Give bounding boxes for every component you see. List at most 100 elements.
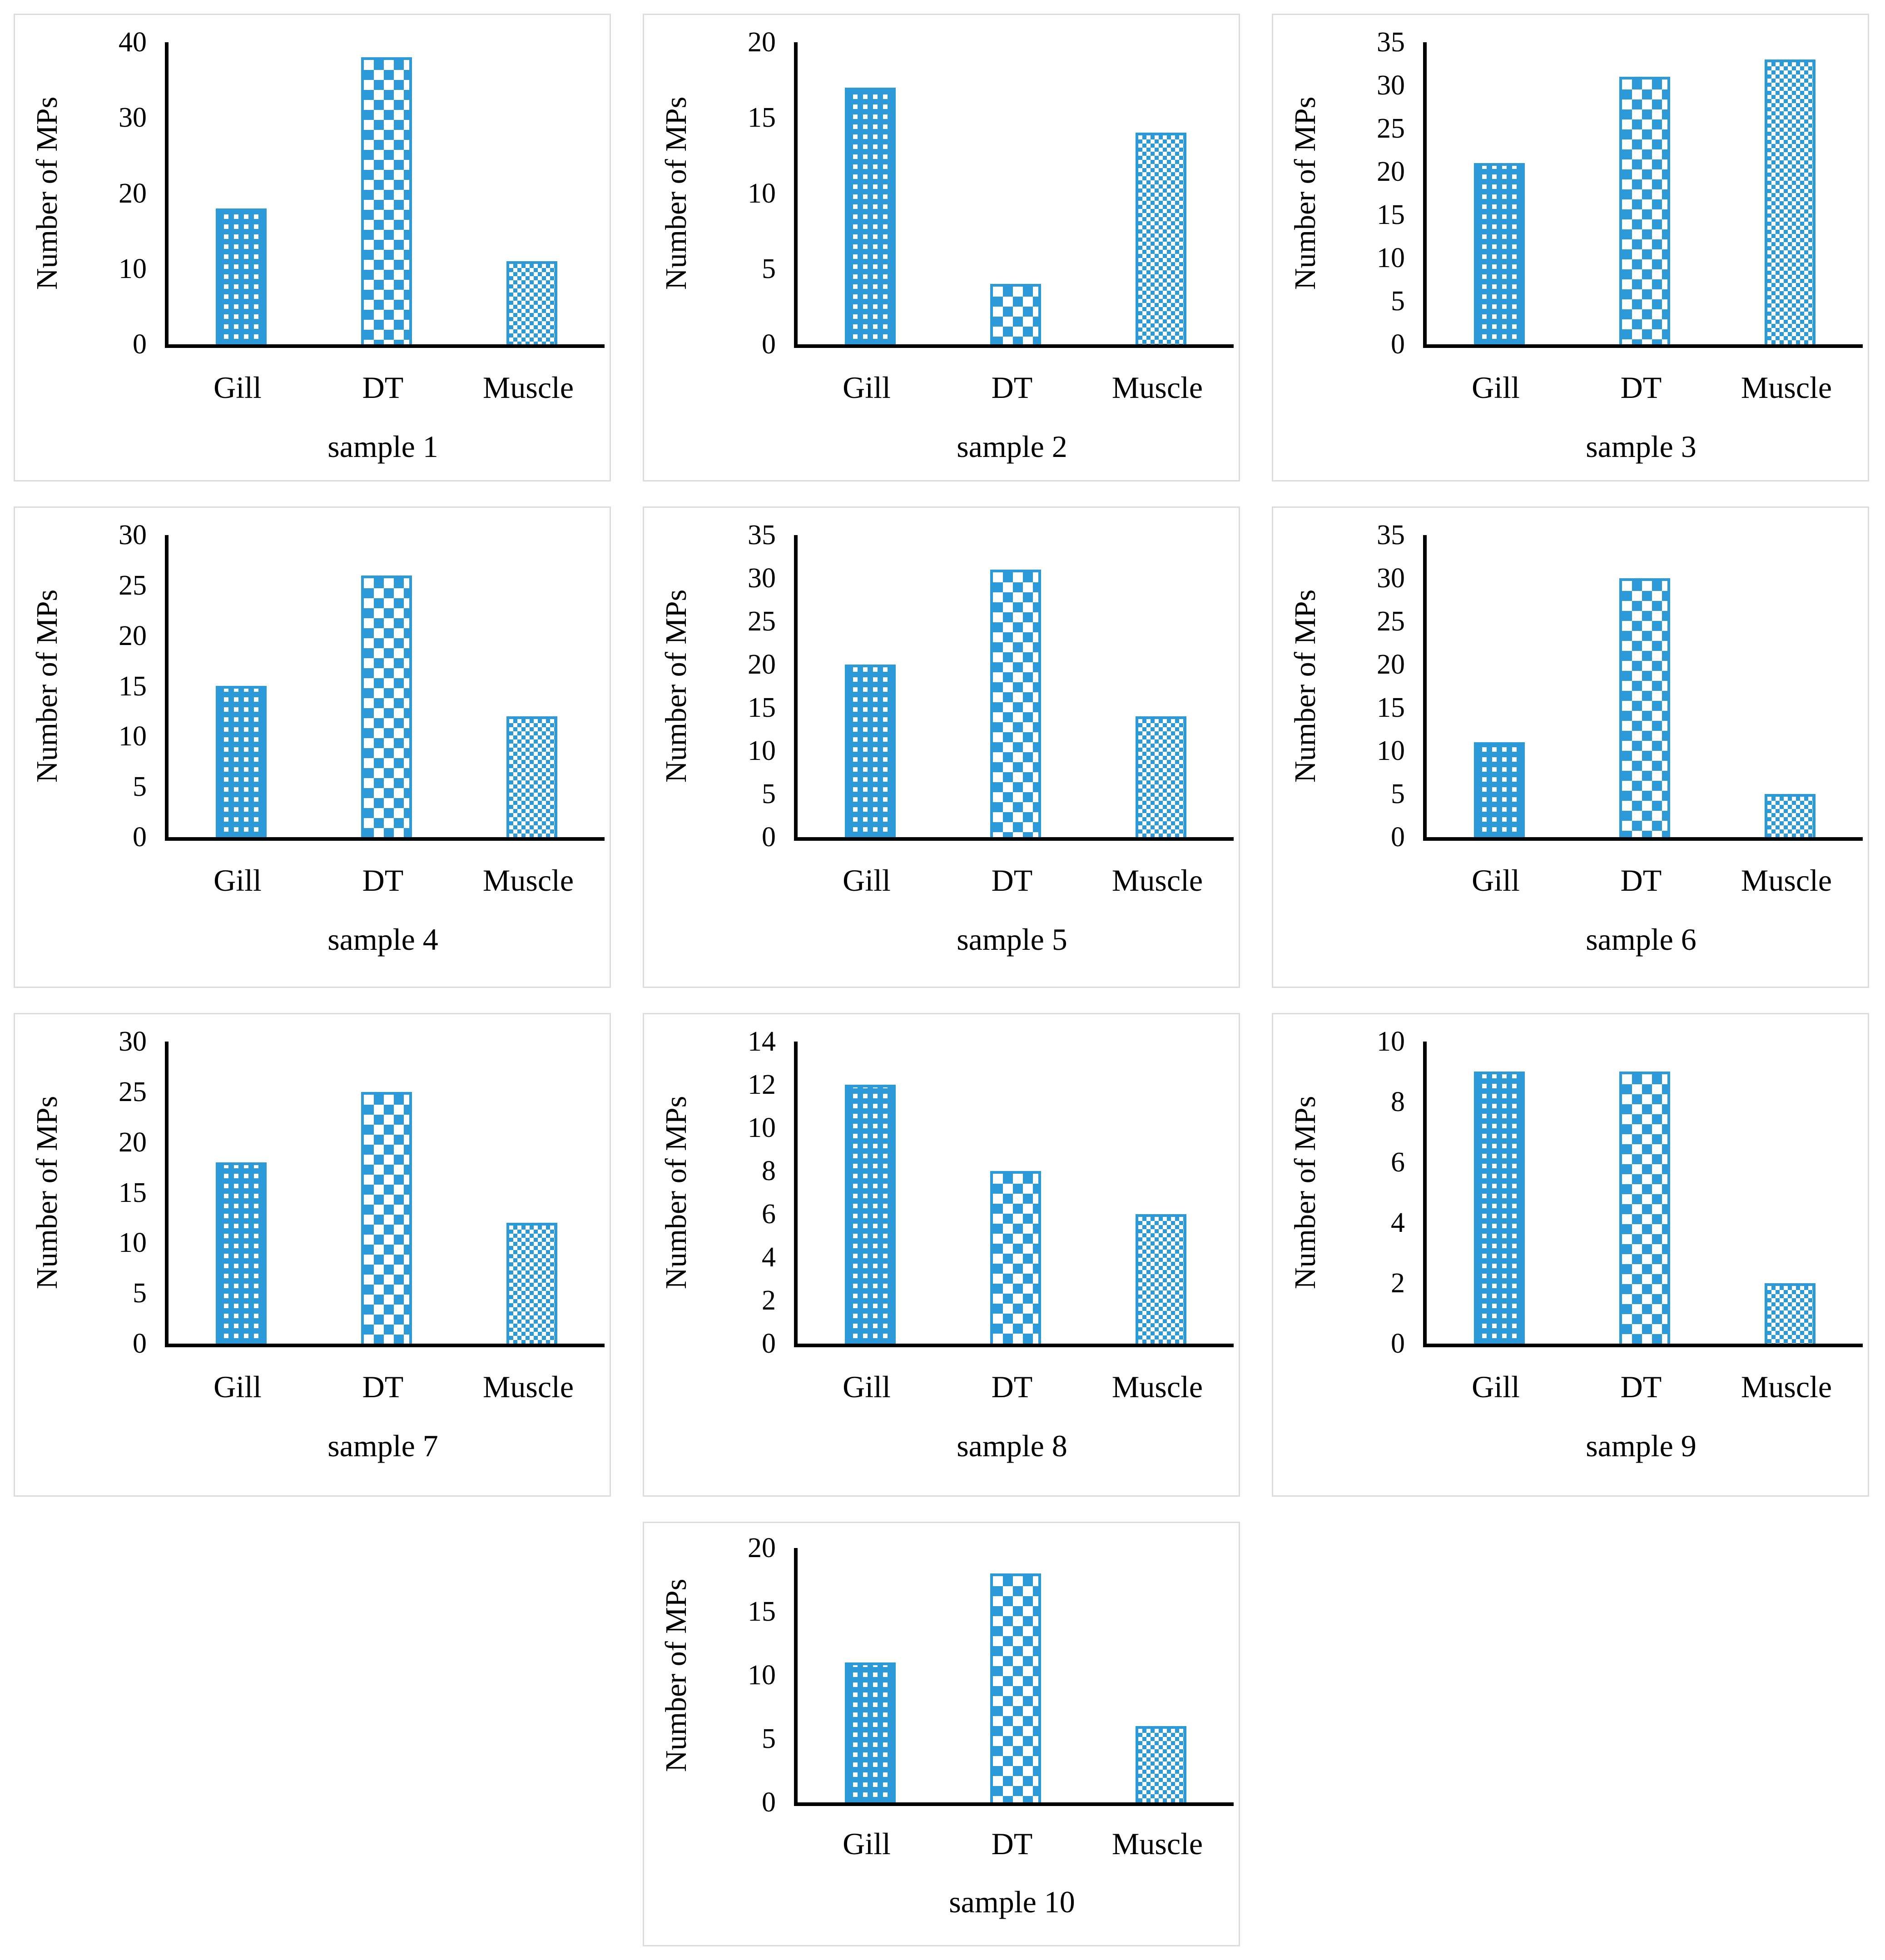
- y-tick-label: 10: [119, 721, 147, 752]
- chart-panel-sample-8: Number of MPs 0 2 4 6 8 10 12 14 Gill DT Muscle samp…: [643, 1013, 1240, 1497]
- plot-area: [794, 42, 1234, 348]
- y-tick-label: 20: [119, 1126, 147, 1158]
- bar-gill: [1474, 1072, 1525, 1344]
- plot-area: [794, 535, 1234, 841]
- y-tick-label: 10: [1377, 735, 1405, 766]
- x-category-label: Muscle: [1741, 1370, 1832, 1404]
- y-tick-label: 20: [748, 27, 776, 58]
- y-tick-label: 30: [748, 563, 776, 594]
- y-tick-label: 4: [762, 1242, 776, 1273]
- x-category-label: Gill: [1472, 370, 1520, 405]
- chart-panel-sample-7: Number of MPs 0 5 10 15 20 25 30 Gill DT Muscle sam…: [14, 1013, 611, 1497]
- x-axis-title: sample 5: [957, 922, 1067, 957]
- bar-dt: [990, 570, 1041, 837]
- y-tick-label: 15: [748, 692, 776, 723]
- y-tick-label: 0: [1391, 822, 1405, 853]
- y-axis-title: Number of MPs: [1289, 589, 1322, 783]
- y-tick-label: 30: [119, 102, 147, 134]
- y-tick-label: 5: [762, 253, 776, 284]
- x-axis-title: sample 1: [327, 429, 438, 464]
- x-category-label: Muscle: [1741, 370, 1832, 405]
- x-category-labels: Gill DT Muscle: [794, 865, 1230, 906]
- x-category-label: Muscle: [482, 370, 574, 405]
- plot-area: [165, 1042, 605, 1347]
- bar-gill: [1474, 742, 1525, 837]
- y-tick-label: 15: [1377, 199, 1405, 230]
- y-tick-label: 6: [762, 1199, 776, 1230]
- y-tick-label: 10: [119, 1227, 147, 1259]
- y-tick-label: 0: [133, 1328, 147, 1359]
- x-category-label: DT: [991, 863, 1033, 898]
- bar-muscle: [1136, 1726, 1186, 1802]
- x-category-labels: Gill DT Muscle: [165, 372, 601, 413]
- y-tick-label: 0: [133, 822, 147, 853]
- y-tick-label: 35: [1377, 520, 1405, 551]
- y-tick-label: 5: [133, 771, 147, 803]
- bar-gill: [845, 1662, 896, 1802]
- x-category-label: DT: [991, 370, 1033, 405]
- y-tick-label: 2: [762, 1285, 776, 1316]
- y-tick-label: 20: [1377, 156, 1405, 187]
- plot-area: [165, 42, 605, 348]
- x-category-label: Muscle: [1741, 863, 1832, 898]
- bar-dt: [990, 1573, 1041, 1802]
- y-tick-label: 0: [762, 1328, 776, 1359]
- y-tick-label: 0: [133, 329, 147, 360]
- bar-muscle: [1765, 1283, 1816, 1344]
- chart-panel-sample-5: Number of MPs 0 5 10 15 20 25 30 35 Gill DT Muscle s…: [643, 506, 1240, 988]
- x-category-label: Gill: [1472, 863, 1520, 898]
- bar-gill: [845, 665, 896, 837]
- y-axis-ticks: 0 5 10 15 20 25 30 35: [1323, 28, 1405, 358]
- y-axis-ticks: 0 5 10 15 20 25 30: [65, 521, 147, 851]
- y-tick-label: 10: [748, 735, 776, 766]
- y-tick-label: 15: [119, 1177, 147, 1208]
- y-tick-label: 8: [1391, 1087, 1405, 1117]
- bar-muscle: [1136, 133, 1186, 344]
- y-tick-label: 4: [1391, 1207, 1405, 1238]
- chart-panel-sample-6: Number of MPs 0 5 10 15 20 25 30 35 Gill DT Muscle s…: [1272, 506, 1869, 988]
- y-axis-ticks: 0 5 10 15 20: [694, 1534, 776, 1816]
- x-category-label: DT: [991, 1370, 1033, 1404]
- y-tick-label: 5: [762, 779, 776, 809]
- chart-panel-sample-2: Number of MPs 0 5 10 15 20 Gill DT Muscle sample …: [643, 14, 1240, 481]
- y-tick-label: 30: [1377, 563, 1405, 594]
- y-tick-label: 15: [748, 102, 776, 134]
- y-tick-label: 25: [119, 1076, 147, 1107]
- bar-dt: [1619, 77, 1670, 344]
- x-category-labels: Gill DT Muscle: [794, 372, 1230, 413]
- y-tick-label: 35: [1377, 27, 1405, 58]
- bar-muscle: [1765, 794, 1816, 837]
- y-tick-label: 5: [1391, 779, 1405, 809]
- y-tick-label: 15: [748, 1596, 776, 1627]
- x-category-label: DT: [1620, 863, 1662, 898]
- y-tick-label: 10: [748, 1660, 776, 1691]
- bar-gill: [845, 1085, 896, 1344]
- x-category-label: Muscle: [1111, 1370, 1203, 1404]
- y-tick-label: 20: [119, 178, 147, 209]
- bar-dt: [990, 284, 1041, 344]
- x-category-label: DT: [362, 370, 404, 405]
- plot-area: [1423, 42, 1863, 348]
- y-axis-ticks: 0 5 10 15 20 25 30 35: [694, 521, 776, 851]
- y-axis-title: Number of MPs: [660, 1578, 693, 1772]
- x-category-label: Gill: [843, 1826, 891, 1861]
- bar-dt: [990, 1171, 1041, 1344]
- bar-muscle: [506, 716, 557, 837]
- bar-gill: [845, 88, 896, 344]
- y-axis-title: Number of MPs: [1289, 96, 1322, 290]
- bar-muscle: [1136, 1214, 1186, 1344]
- x-category-label: Gill: [843, 1370, 891, 1404]
- y-tick-label: 0: [762, 1787, 776, 1818]
- x-category-label: Gill: [843, 370, 891, 405]
- y-tick-label: 25: [748, 606, 776, 637]
- x-category-label: Muscle: [1111, 370, 1203, 405]
- bar-gill: [216, 686, 267, 837]
- x-category-label: Gill: [213, 863, 262, 898]
- y-axis-ticks: 0 5 10 15 20 25 30: [65, 1027, 147, 1358]
- plot-area: [794, 1548, 1234, 1806]
- bar-dt: [361, 1092, 412, 1344]
- x-axis-title: sample 2: [957, 429, 1067, 464]
- x-category-label: Muscle: [482, 1370, 574, 1404]
- chart-panel-sample-3: Number of MPs 0 5 10 15 20 25 30 35 Gill DT Muscle s…: [1272, 14, 1869, 481]
